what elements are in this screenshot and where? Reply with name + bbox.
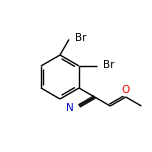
Text: Br: Br (103, 60, 115, 70)
Text: O: O (121, 85, 130, 95)
Text: N: N (66, 103, 74, 113)
Text: Br: Br (75, 33, 86, 43)
